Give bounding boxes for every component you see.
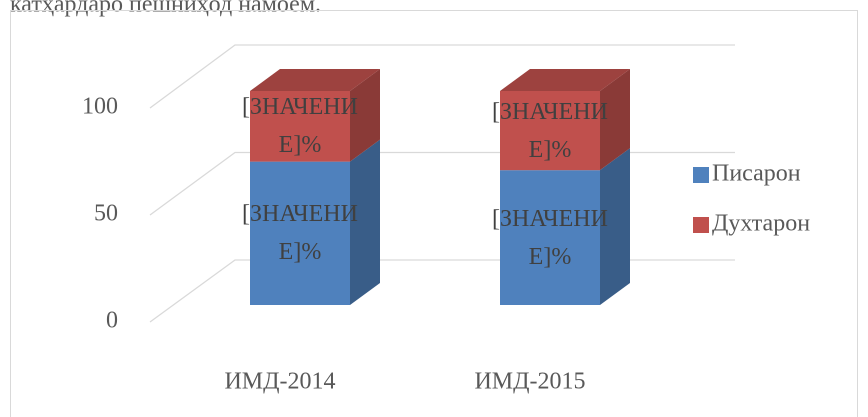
- y-tick-label: 100: [82, 94, 118, 120]
- caption: катҳардаро пешниҳод намоем.: [10, 0, 321, 18]
- legend-label: Писарон: [712, 161, 801, 187]
- bar-top: [250, 69, 380, 91]
- bar-front: [250, 91, 350, 162]
- grid-line: [149, 44, 735, 109]
- bar-front: [250, 161, 350, 305]
- data-label: [ЗНАЧЕНИЕ]%: [492, 98, 608, 163]
- bar-side: [350, 69, 380, 162]
- data-label: [ЗНАЧЕНИЕ]%: [242, 201, 358, 266]
- bar-top: [500, 69, 630, 91]
- y-tick-label: 0: [106, 308, 118, 334]
- x-tick-label: ИМД-2015: [474, 369, 585, 395]
- bar-side: [600, 69, 630, 171]
- legend-swatch: [693, 217, 709, 233]
- x-tick-label: ИМД-2014: [224, 369, 335, 395]
- chart-border: [10, 10, 858, 417]
- bar-front: [500, 91, 600, 171]
- y-tick-label: 50: [94, 201, 118, 227]
- bar-front: [500, 170, 600, 305]
- legend-label: Духтарон: [712, 211, 810, 237]
- data-label: [ЗНАЧЕНИЕ]%: [492, 205, 608, 270]
- bar-side: [600, 148, 630, 305]
- data-label: [ЗНАЧЕНИЕ]%: [242, 94, 358, 159]
- bar-side: [350, 139, 380, 305]
- legend-swatch: [693, 167, 709, 183]
